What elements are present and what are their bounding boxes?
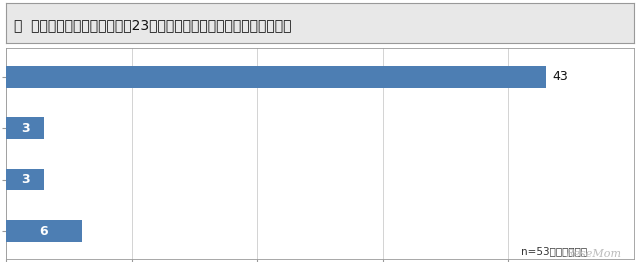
- Text: 問  初めての授業再開時（平成23年度）の教室等の場所はどこでしたか: 問 初めての授業再開時（平成23年度）の教室等の場所はどこでしたか: [14, 18, 291, 32]
- Text: 3: 3: [21, 173, 29, 186]
- Bar: [6, 66, 546, 88]
- Text: 3: 3: [21, 122, 29, 135]
- Bar: [6, 117, 44, 139]
- Bar: [6, 220, 82, 242]
- Bar: [6, 169, 44, 190]
- Text: 43: 43: [552, 70, 568, 83]
- Text: 6: 6: [40, 225, 49, 238]
- Text: ReseMom: ReseMom: [564, 249, 621, 259]
- Text: n=53（複数回答）: n=53（複数回答）: [521, 246, 587, 256]
